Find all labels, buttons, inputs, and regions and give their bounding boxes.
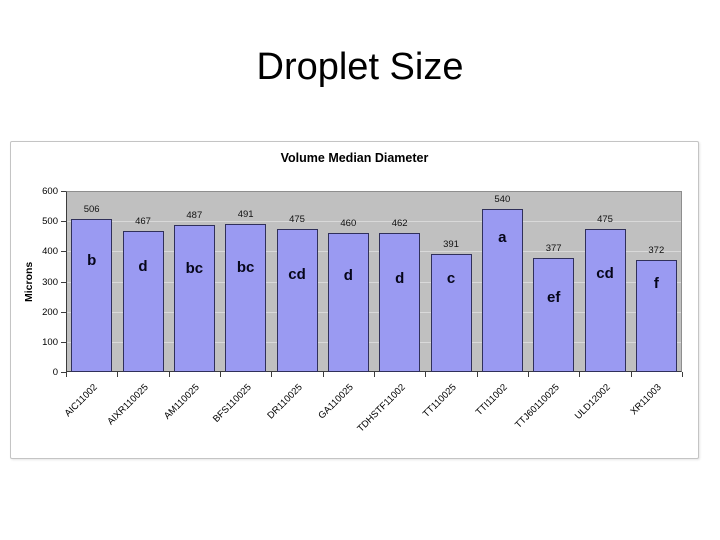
bar-letter: bc — [185, 260, 204, 278]
bar — [481, 209, 523, 372]
x-tick-label: ULD12002 — [572, 382, 613, 422]
bar — [71, 219, 113, 372]
y-tick-label: 100 — [42, 336, 58, 348]
x-tick-label: AIXR110025 — [105, 382, 151, 428]
y-tick — [61, 341, 66, 343]
gridline — [67, 221, 681, 223]
bar-letter: d — [138, 258, 148, 276]
bar-value-label: 491 — [237, 208, 254, 220]
bar-value-label: 475 — [289, 213, 305, 225]
bar — [533, 258, 575, 372]
x-tick-label: TTJ60110025 — [512, 382, 562, 431]
bar-letter: d — [343, 267, 353, 285]
x-tick-label: BFS110025 — [210, 382, 254, 425]
y-tick-label: 300 — [42, 276, 58, 288]
bar — [122, 231, 164, 372]
bar-value-label: 391 — [443, 239, 459, 251]
y-tick-label: 0 — [52, 367, 58, 378]
bar-letter: a — [498, 229, 507, 247]
x-tick-label: TT110025 — [420, 382, 459, 420]
bar — [225, 223, 267, 372]
bar — [276, 228, 318, 372]
chart-title: Volume Median Diameter — [280, 151, 429, 165]
x-tick — [630, 372, 632, 377]
x-tick — [117, 372, 119, 377]
x-tick — [579, 372, 581, 377]
bar-value-label: 462 — [391, 217, 408, 229]
x-tick-label: XR11003 — [628, 382, 665, 418]
gridline — [67, 281, 681, 283]
bar-letter: bc — [236, 258, 255, 276]
y-tick — [61, 311, 66, 313]
x-tick — [374, 372, 375, 377]
y-tick — [61, 251, 66, 253]
x-tick-label: TDHSTF11002 — [354, 382, 408, 435]
x-tick — [425, 372, 427, 377]
x-tick — [682, 372, 683, 377]
bar-letter: f — [653, 274, 659, 292]
bar — [327, 233, 369, 372]
bar-value-label: 377 — [545, 243, 562, 255]
bar — [584, 228, 626, 372]
gridline — [67, 251, 681, 253]
x-tick-label: AM110025 — [162, 382, 203, 422]
x-tick — [220, 372, 221, 377]
chart-canvas: 0 100 200 300 400 500 600 506 b AIC11002 467 d AIXR1… — [11, 142, 698, 458]
bar-letter: cd — [288, 265, 306, 283]
y-tick-label: 500 — [42, 216, 58, 228]
x-tick — [528, 372, 529, 377]
x-tick — [168, 372, 170, 377]
bar-value-label: 506 — [83, 204, 100, 216]
x-tick-label: AIC11002 — [62, 382, 100, 420]
x-tick-label: TTI11002 — [474, 382, 511, 419]
y-tick-label: 200 — [42, 306, 58, 318]
chart-panel: Volume Median Diameter Microns 0 100 200 30… — [10, 141, 699, 459]
x-tick — [322, 372, 324, 377]
bar — [173, 225, 215, 372]
x-tick — [271, 372, 273, 377]
bar-value-label: 372 — [648, 244, 665, 256]
bar — [379, 232, 421, 372]
y-tick — [61, 221, 66, 223]
bar-letter: b — [87, 252, 97, 270]
bar-letter: c — [446, 270, 456, 288]
bar — [430, 254, 472, 372]
gridline — [67, 311, 681, 313]
bar-value-label: 487 — [186, 210, 203, 222]
bar-letter: ef — [546, 289, 561, 307]
bar-letter: cd — [596, 264, 614, 282]
bar-value-label: 467 — [135, 216, 151, 228]
x-tick-label: GA110025 — [316, 382, 357, 422]
x-tick — [66, 372, 67, 377]
x-tick-label: DR110025 — [265, 382, 305, 422]
y-tick-label: 600 — [42, 186, 58, 197]
slide-title: Droplet Size — [256, 46, 464, 88]
bar-value-label: 460 — [340, 218, 357, 230]
bar-letter: d — [395, 269, 405, 287]
y-tick — [61, 372, 66, 373]
y-tick — [61, 191, 66, 192]
bar-value-label: 540 — [494, 194, 511, 206]
bar — [635, 259, 677, 372]
y-tick-label: 400 — [42, 246, 58, 258]
bar-value-label: 475 — [597, 213, 613, 225]
y-tick — [61, 281, 66, 283]
gridline — [67, 341, 681, 343]
x-tick — [476, 372, 478, 377]
